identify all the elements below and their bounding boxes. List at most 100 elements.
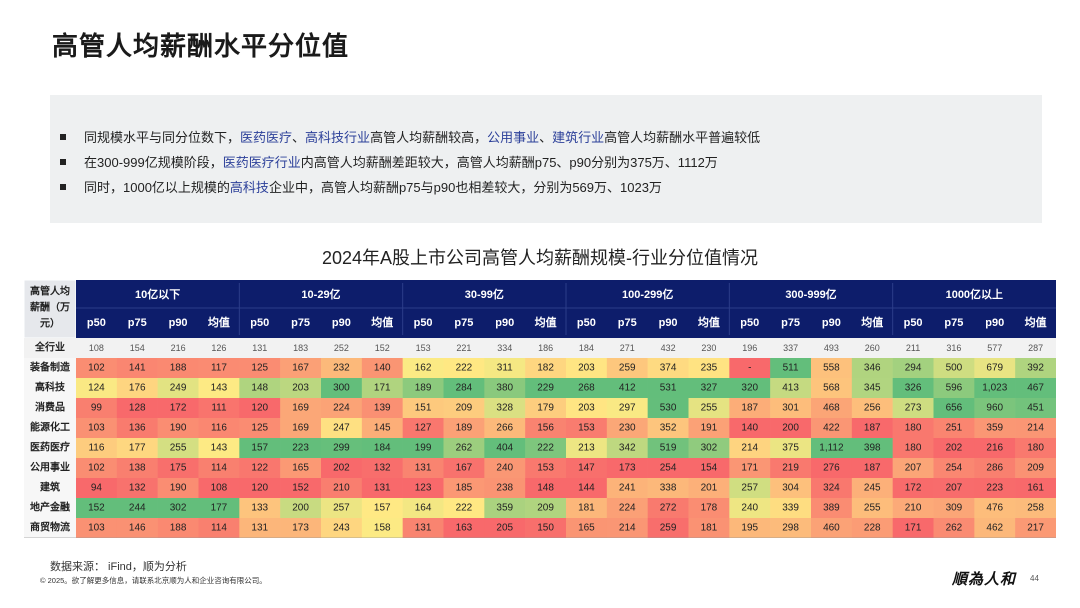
heat-cell xyxy=(811,458,853,478)
heat-cell xyxy=(566,498,608,518)
heat-cell xyxy=(484,478,526,498)
bullet-segment: 在300-999亿规模阶段， xyxy=(84,155,223,170)
heat-cell xyxy=(198,518,240,538)
cell-value: 175 xyxy=(170,463,187,474)
heat-cell xyxy=(484,498,526,518)
heat-cell xyxy=(933,518,975,538)
heat-cell xyxy=(1015,498,1056,518)
cell-value: 128 xyxy=(129,403,146,414)
heat-cell xyxy=(770,418,812,438)
cell-value: 136 xyxy=(129,423,146,434)
heat-cell xyxy=(402,478,444,498)
heat-cell xyxy=(116,358,158,378)
heat-cell xyxy=(851,398,893,418)
heat-cell xyxy=(443,458,485,478)
cell-value: 255 xyxy=(170,443,187,454)
heat-cell xyxy=(280,338,322,358)
cell-value: 178 xyxy=(701,503,718,514)
heat-cell xyxy=(484,438,526,458)
cell-value: 304 xyxy=(782,483,799,494)
row-label: 建筑 xyxy=(39,481,60,494)
cell-value: 211 xyxy=(906,343,920,353)
heat-cell xyxy=(811,498,853,518)
heat-cell xyxy=(1015,398,1056,418)
cell-value: 140 xyxy=(374,363,391,374)
cell-value: 1,112 xyxy=(819,443,844,454)
cell-value: 148 xyxy=(537,483,554,494)
cell-value: 298 xyxy=(782,523,799,534)
cell-value: 132 xyxy=(374,463,391,474)
heat-cell xyxy=(157,438,199,458)
cell-value: 94 xyxy=(91,483,103,494)
heat-cell xyxy=(729,398,771,418)
cell-value: 209 xyxy=(456,403,473,414)
cell-value: 141 xyxy=(129,363,146,374)
cell-value: 203 xyxy=(292,383,309,394)
heat-cell xyxy=(851,418,893,438)
cell-value: 260 xyxy=(865,343,880,353)
cell-value: 328 xyxy=(496,403,513,414)
cell-value: 209 xyxy=(537,503,554,514)
heat-cell xyxy=(688,418,730,438)
cell-value: 146 xyxy=(129,523,146,534)
heat-cell xyxy=(116,438,158,458)
heat-cell xyxy=(361,438,403,458)
cell-value: 102 xyxy=(88,463,105,474)
metric-header: p50 xyxy=(414,317,433,329)
cell-value: 412 xyxy=(619,383,636,394)
brand-logo: 順為人和 xyxy=(952,570,1017,588)
cell-value: 173 xyxy=(619,463,636,474)
heat-cell xyxy=(729,498,771,518)
heat-cell xyxy=(525,458,567,478)
size-group-header: 30-99亿 xyxy=(465,287,504,301)
cell-value: 189 xyxy=(456,423,473,434)
cell-value: 145 xyxy=(374,423,391,434)
cell-value: 224 xyxy=(619,503,636,514)
heat-cell xyxy=(198,478,240,498)
heat-cell xyxy=(1015,438,1056,458)
heat-cell xyxy=(770,398,812,418)
summary-bullet-1: 同规模水平与同分位数下，医药医疗、高科技行业高管人均薪酬较高，公用事业、建筑行业… xyxy=(60,125,1042,150)
row-label-cell xyxy=(24,498,76,518)
heat-cell xyxy=(116,478,158,498)
cell-value: 125 xyxy=(251,423,268,434)
cell-value: 187 xyxy=(864,463,881,474)
cell-value: 156 xyxy=(537,423,554,434)
heat-cell xyxy=(933,378,975,398)
heat-cell xyxy=(606,498,648,518)
cell-value: 299 xyxy=(333,443,350,454)
cell-value: 230 xyxy=(619,423,636,434)
heat-cell xyxy=(688,358,730,378)
row-label: 能源化工 xyxy=(30,421,70,434)
heat-cell xyxy=(851,438,893,458)
size-group-header: 10亿以下 xyxy=(135,287,180,301)
heat-cell xyxy=(933,358,975,378)
heat-cell xyxy=(198,498,240,518)
heat-cell xyxy=(280,418,322,438)
cell-value: 245 xyxy=(864,483,881,494)
cell-value: 241 xyxy=(619,483,636,494)
heat-cell xyxy=(198,418,240,438)
heat-cell xyxy=(280,378,322,398)
cell-value: 254 xyxy=(660,463,677,474)
cell-value: 223 xyxy=(292,443,309,454)
cell-value: 196 xyxy=(742,343,757,353)
row-label-cell xyxy=(24,418,76,438)
cell-value: 181 xyxy=(578,503,595,514)
cell-value: 154 xyxy=(701,463,718,474)
heat-cell xyxy=(647,478,689,498)
heat-cell xyxy=(76,478,118,498)
cell-value: 177 xyxy=(129,443,146,454)
row-label: 装备制造 xyxy=(29,361,71,374)
cell-value: 186 xyxy=(538,343,553,353)
cell-value: 131 xyxy=(415,523,432,534)
heat-cell xyxy=(933,478,975,498)
cell-value: 380 xyxy=(496,383,513,394)
cell-value: 311 xyxy=(497,363,513,374)
cell-value: 432 xyxy=(661,343,676,353)
cell-value: 171 xyxy=(741,463,758,474)
heat-cell xyxy=(116,458,158,478)
cell-value: 342 xyxy=(619,443,636,454)
cell-value: 108 xyxy=(211,483,228,494)
heat-cell xyxy=(361,518,403,538)
